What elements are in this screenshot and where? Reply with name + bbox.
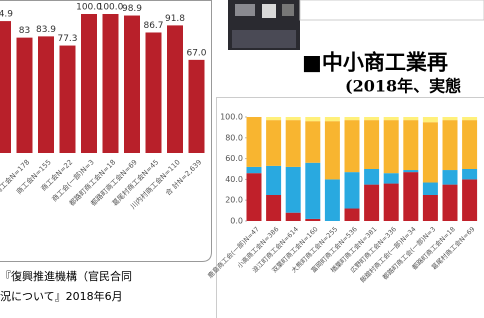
bar xyxy=(17,38,33,153)
bar-segment xyxy=(423,122,438,182)
bar-segment xyxy=(403,117,418,120)
right-chart: 0.020.040.060.080.0100.0鹿島商工会(一部)N=47小高商… xyxy=(206,113,478,285)
bar-segment xyxy=(443,117,458,120)
value-label: 86.7 xyxy=(143,21,163,31)
bar xyxy=(167,25,183,153)
bar-segment xyxy=(247,173,262,221)
value-label: 100.0 xyxy=(98,3,124,13)
bar-segment xyxy=(384,173,399,183)
bar-segment xyxy=(462,179,477,221)
bar-segment xyxy=(305,163,320,219)
bar-segment xyxy=(345,117,360,120)
y-tick-label: 80.0 xyxy=(225,133,243,142)
doc-subtitle: (2018年、実態 xyxy=(345,77,461,96)
bar-segment xyxy=(247,117,262,167)
bar-segment xyxy=(286,167,301,213)
bar-segment xyxy=(462,117,477,120)
bar xyxy=(189,60,205,153)
y-tick-label: 40.0 xyxy=(225,175,243,184)
bar-segment xyxy=(423,195,438,221)
bar-segment xyxy=(325,117,340,121)
bar-segment xyxy=(266,166,281,195)
bar-segment xyxy=(266,195,281,221)
source-line: 『復興推進機構（官民合同 xyxy=(0,269,132,283)
bar-segment xyxy=(266,117,281,120)
bar-segment xyxy=(384,117,399,120)
bar xyxy=(103,14,119,153)
x-tick-label: 合 計N=2,639 xyxy=(163,157,203,197)
bar-segment xyxy=(364,117,379,120)
value-label: 94.9 xyxy=(0,10,13,20)
value-label: 91.8 xyxy=(165,14,185,24)
bar-segment xyxy=(286,117,301,120)
bar xyxy=(60,46,76,153)
bar-segment xyxy=(443,170,458,185)
bar-segment xyxy=(423,117,438,122)
bar-segment xyxy=(325,121,340,179)
y-tick-label: 0.0 xyxy=(230,217,243,226)
page: ■中小商工業再 (2018年、実態 『復興推進機構（官民合同 況について』201… xyxy=(0,0,484,318)
bar-segment xyxy=(325,179,340,221)
bar-segment xyxy=(364,120,379,169)
bar-segment xyxy=(247,167,262,173)
value-label: 77.3 xyxy=(57,34,77,44)
value-label: 83.9 xyxy=(36,25,56,35)
doc-title: ■中小商工業再 xyxy=(302,50,448,75)
bar-segment xyxy=(266,120,281,166)
value-label: 83 xyxy=(19,26,30,36)
bar-segment xyxy=(384,120,399,173)
bar-segment xyxy=(286,120,301,167)
bar-segment xyxy=(364,169,379,185)
bar-segment xyxy=(305,219,320,221)
y-tick-label: 60.0 xyxy=(225,154,243,163)
bar-segment xyxy=(286,213,301,221)
bar-segment xyxy=(403,170,418,172)
bar-segment xyxy=(305,117,320,121)
bar-segment xyxy=(364,185,379,221)
bar-segment xyxy=(345,209,360,221)
bar-segment xyxy=(345,120,360,172)
frame xyxy=(300,0,484,20)
value-label: 98.9 xyxy=(122,4,142,14)
bar xyxy=(0,21,11,153)
bar xyxy=(124,16,140,153)
bar-segment xyxy=(423,183,438,195)
bar-segment xyxy=(403,172,418,221)
y-tick-label: 100.0 xyxy=(220,113,243,122)
value-label: 67.0 xyxy=(186,48,206,58)
left-chart: 94.983商工会N=17883.9商工会N=15577.3商工会N=22100… xyxy=(0,3,207,211)
bar-segment xyxy=(443,185,458,221)
source-line: 況について』2018年6月 xyxy=(0,289,123,303)
bar xyxy=(38,36,54,153)
bar xyxy=(81,14,97,153)
bar-segment xyxy=(462,120,477,169)
bar-segment xyxy=(384,184,399,221)
bar-segment xyxy=(443,120,458,170)
bar-segment xyxy=(462,169,477,179)
y-tick-label: 20.0 xyxy=(225,196,243,205)
bar-segment xyxy=(345,172,360,208)
photo xyxy=(228,0,300,50)
bar-segment xyxy=(305,121,320,163)
bar xyxy=(146,32,162,153)
bar-segment xyxy=(403,120,418,170)
